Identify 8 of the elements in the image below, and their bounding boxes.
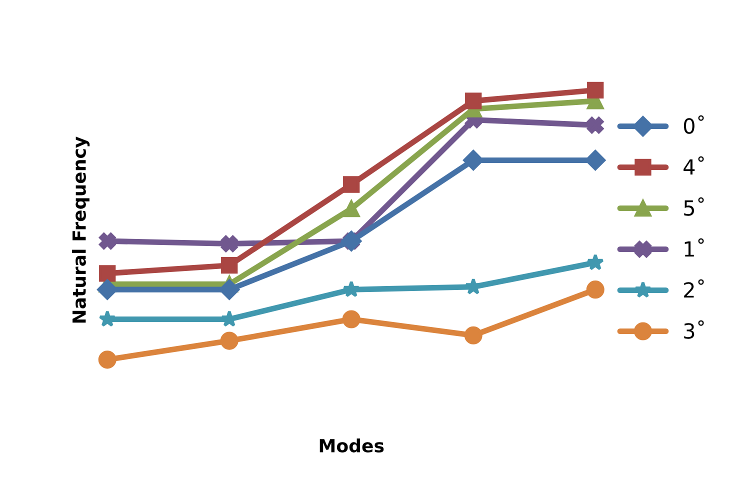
legend-label: 4˚ [684, 156, 704, 175]
legend-label: 1˚ [684, 238, 704, 257]
legend-label: 5˚ [684, 197, 704, 216]
x-axis-title: Modes [320, 438, 384, 453]
y-axis-title: Natural Frequency [72, 136, 90, 323]
legend-label: 0˚ [684, 115, 704, 134]
legend-label: 2˚ [684, 279, 704, 298]
legend-label: 3˚ [684, 320, 704, 339]
